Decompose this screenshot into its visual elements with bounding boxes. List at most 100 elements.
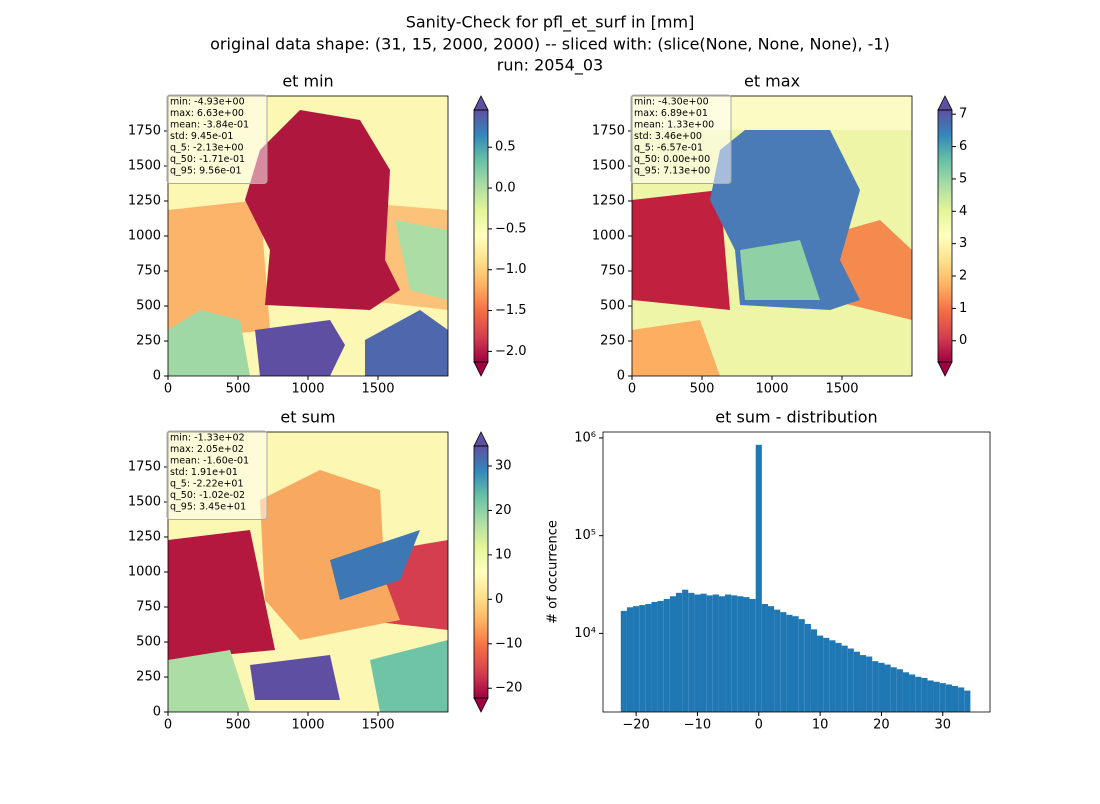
bar [706, 595, 713, 712]
x-tick-label: 0 [164, 718, 172, 733]
stats-text: q_50: -1.71e-01 [170, 154, 245, 165]
stats-box [166, 430, 268, 520]
colorbar-tick-label: 0 [959, 333, 967, 348]
y-tick-label: 10⁵ [574, 528, 596, 543]
y-tick-label: 1750 [128, 460, 161, 475]
bar [682, 589, 689, 712]
bar [878, 662, 885, 712]
colorbar-tick-label: −10 [495, 636, 522, 651]
colorbar-tick-label: 20 [495, 503, 512, 518]
y-tick-label: 750 [136, 264, 161, 279]
stats-text: min: -4.93e+00 [170, 97, 245, 108]
colorbar-frame [473, 445, 489, 699]
colorbar-tick-label: 3 [959, 236, 967, 251]
bar [951, 685, 959, 712]
bar [712, 594, 719, 712]
colorbar-frame [473, 109, 489, 363]
stats-text: mean: 1.33e+00 [634, 120, 714, 131]
y-tick-label: 750 [600, 264, 625, 279]
x-tick-label: 1500 [825, 382, 858, 397]
bar [651, 601, 658, 712]
bar [896, 669, 903, 712]
y-tick-label: 1250 [128, 194, 161, 209]
stats-text: q_5: -2.22e+01 [170, 479, 244, 490]
y-tick-label: 1500 [128, 495, 161, 510]
x-tick-label: −20 [622, 718, 649, 733]
colorbar-tick-label: 5 [959, 171, 967, 186]
bar [872, 661, 879, 712]
bar [626, 607, 634, 712]
colorbar-tick-label: 0.0 [495, 181, 516, 196]
y-tick-label: 1000 [592, 229, 625, 244]
bar [657, 600, 664, 712]
colorbar-tick-label: 0.5 [495, 140, 516, 155]
bar [688, 592, 695, 712]
x-tick-label: 500 [226, 382, 251, 397]
x-tick-label: 1000 [755, 382, 788, 397]
bar [669, 596, 676, 712]
bar [718, 596, 726, 712]
figure-title: Sanity-Check for pfl_et_surf in [mm] [406, 13, 695, 33]
y-tick-label: 250 [136, 670, 161, 685]
colorbar-extend [473, 95, 489, 111]
x-tick-label: −10 [684, 718, 711, 733]
y-tick-label: 0 [153, 705, 161, 720]
bar [725, 594, 732, 712]
bar [737, 596, 744, 712]
stats-text: q_5: -2.13e+00 [170, 143, 244, 154]
y-tick-label: 500 [600, 299, 625, 314]
bar [786, 614, 793, 712]
colorbar [474, 110, 488, 362]
bar [884, 664, 891, 712]
figure-title: original data shape: (31, 15, 2000, 2000… [210, 35, 890, 54]
x-tick-label: 20 [873, 718, 890, 733]
colorbar-tick-label: 1 [959, 301, 967, 316]
y-tick-label: 750 [136, 600, 161, 615]
stats-box [630, 94, 732, 184]
bar [749, 598, 756, 712]
bar [798, 619, 805, 712]
bar [675, 592, 683, 712]
y-tick-label: 500 [136, 635, 161, 650]
bar [731, 595, 738, 712]
colorbar-extend [937, 361, 953, 377]
colorbar-tick-label: −1.5 [495, 303, 527, 318]
y-tick-label: 10⁶ [574, 430, 596, 445]
bar [810, 629, 818, 712]
bar [866, 656, 873, 712]
stats-text: max: 6.89e+01 [634, 108, 708, 119]
stats-text: q_5: -6.57e-01 [634, 143, 703, 154]
bar [829, 640, 836, 712]
axes-title: et sum [280, 408, 335, 427]
stats-text: std: 1.91e+01 [170, 467, 238, 478]
stats-text: q_50: 0.00e+00 [634, 154, 710, 165]
y-tick-label: 1500 [128, 159, 161, 174]
stats-text: q_95: 9.56e-01 [170, 166, 242, 177]
bar [639, 605, 646, 712]
colorbar-tick-label: 4 [959, 204, 967, 219]
y-tick-label: 0 [617, 369, 625, 384]
bar [933, 681, 940, 712]
y-tick-label: 1750 [592, 124, 625, 139]
y-tick-label: 250 [600, 334, 625, 349]
bar [915, 676, 922, 712]
stats-text: q_95: 3.45e+01 [170, 502, 246, 513]
x-tick-label: 0 [164, 382, 172, 397]
bar [633, 606, 640, 712]
colorbar-extend [937, 95, 953, 111]
stats-text: min: -4.30e+00 [634, 97, 709, 108]
y-tick-label: 250 [136, 334, 161, 349]
colorbar-tick-label: −1.0 [495, 262, 527, 277]
y-tick-label: 0 [153, 369, 161, 384]
stats-text: mean: -1.60e-01 [170, 456, 249, 467]
bar [964, 690, 971, 712]
y-tick-label: 500 [136, 299, 161, 314]
bar [958, 687, 965, 712]
bar [743, 597, 750, 712]
colorbar-tick-label: −0.5 [495, 221, 527, 236]
bar [835, 642, 842, 712]
axes-title: et max [744, 72, 800, 91]
y-tick-label: 1500 [592, 159, 625, 174]
bar [645, 603, 652, 712]
x-tick-label: 1500 [361, 718, 394, 733]
